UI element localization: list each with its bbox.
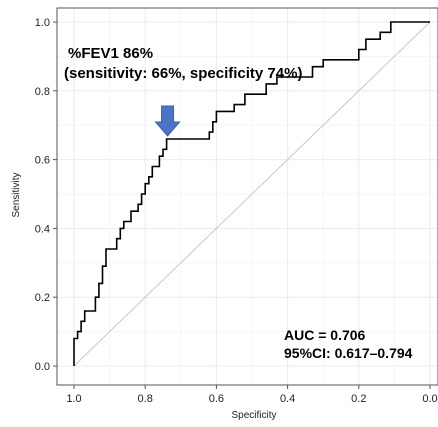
y-tick-label: 0.8 bbox=[35, 86, 50, 98]
y-tick-label: 1.0 bbox=[35, 17, 50, 29]
y-tick-label: 0.6 bbox=[35, 155, 50, 167]
y-tick-label: 0.4 bbox=[35, 223, 50, 235]
x-tick-label: 0.0 bbox=[422, 393, 437, 405]
x-tick-label: 0.2 bbox=[351, 393, 366, 405]
arrow-down-icon bbox=[154, 105, 181, 137]
x-tick-label: 0.8 bbox=[138, 393, 153, 405]
x-axis-title: Specificity bbox=[231, 410, 276, 421]
auc-label: AUC = 0.706 bbox=[284, 327, 366, 343]
reference-diagonal-line bbox=[73, 21, 431, 367]
x-tick-label: 0.6 bbox=[209, 393, 224, 405]
y-tick-label: 0.0 bbox=[35, 361, 50, 373]
cutoff-label-line2: (sensitivity: 66%, specificity 74%) bbox=[64, 65, 302, 82]
x-tick-label: 0.4 bbox=[280, 393, 295, 405]
y-tick-label: 0.2 bbox=[35, 292, 50, 304]
cutoff-label-line1: %FEV1 86% bbox=[68, 45, 153, 62]
grid-lines bbox=[57, 8, 438, 385]
y-axis-title: Sensitivity bbox=[11, 172, 22, 217]
roc-curve bbox=[73, 21, 430, 366]
y-axis-ticks: 0.0 0.2 0.4 0.6 0.8 1.0 bbox=[35, 17, 57, 373]
ci-label: 95%CI: 0.617–0.794 bbox=[284, 345, 413, 361]
x-axis-ticks: 1.0 0.8 0.6 0.4 0.2 0.0 bbox=[66, 385, 438, 405]
plot-panel-border bbox=[56, 7, 438, 386]
x-tick-label: 1.0 bbox=[66, 393, 81, 405]
cutoff-arrow-marker bbox=[154, 105, 181, 137]
